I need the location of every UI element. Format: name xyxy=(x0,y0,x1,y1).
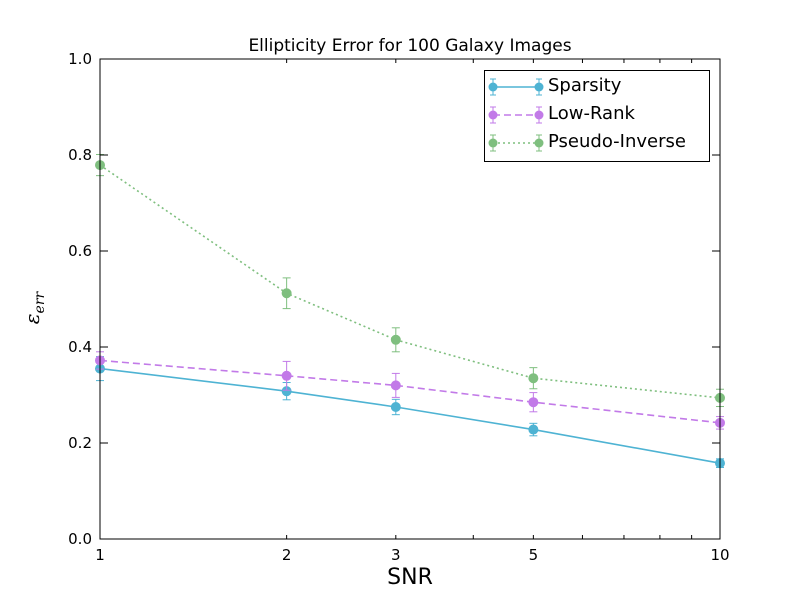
legend-swatch-pseudo-inverse xyxy=(488,134,544,152)
y-tick-label: 0.2 xyxy=(68,434,92,452)
legend-swatch-low-rank xyxy=(488,106,544,124)
y-tick-label: 0.6 xyxy=(68,242,92,260)
legend-label-sparsity: Sparsity xyxy=(548,75,622,96)
series-low-rank xyxy=(95,351,725,430)
data-point-pseudo-inverse xyxy=(390,334,401,345)
x-tick-label: 3 xyxy=(391,546,401,564)
plot-frame xyxy=(99,58,721,540)
data-point-low-rank xyxy=(281,370,292,381)
y-tick-label: 0.0 xyxy=(68,530,92,548)
legend-marker-sparsity xyxy=(534,82,544,92)
series-line-sparsity xyxy=(99,367,721,464)
legend-marker-sparsity xyxy=(488,82,498,92)
data-point-pseudo-inverse xyxy=(281,288,292,299)
x-tick-label: 10 xyxy=(710,546,729,564)
series-pseudo-inverse xyxy=(95,154,725,408)
y-tick-label: 1.0 xyxy=(68,50,92,68)
y-axis-label-main: ε xyxy=(20,313,44,325)
legend-item-sparsity: Sparsity xyxy=(485,73,709,101)
legend: Sparsity Low-Rank Pseudo-Inverse xyxy=(484,70,710,162)
y-axis-label-subscript: err xyxy=(32,291,48,314)
data-point-low-rank xyxy=(390,380,401,391)
x-tick-label: 5 xyxy=(529,546,539,564)
x-tick-label: 1 xyxy=(95,546,105,564)
y-tick-label: 0.4 xyxy=(68,338,92,356)
legend-item-pseudo-inverse: Pseudo-Inverse xyxy=(485,129,709,157)
y-axis-label: εerr xyxy=(20,292,48,325)
series-line-low-rank xyxy=(99,359,721,424)
legend-marker-pseudo-inverse xyxy=(534,138,544,148)
data-point-low-rank xyxy=(528,397,539,408)
x-tick-label: 2 xyxy=(282,546,292,564)
legend-marker-low-rank xyxy=(534,110,544,120)
data-point-pseudo-inverse xyxy=(528,373,539,384)
legend-swatch-sparsity xyxy=(488,78,544,96)
legend-label-low-rank: Low-Rank xyxy=(548,103,635,124)
y-tick-label: 0.8 xyxy=(68,146,92,164)
series-line-pseudo-inverse xyxy=(99,164,721,399)
chart-title: Ellipticity Error for 100 Galaxy Images xyxy=(248,36,572,56)
legend-item-low-rank: Low-Rank xyxy=(485,101,709,129)
x-axis-label: SNR xyxy=(387,565,433,590)
legend-label-pseudo-inverse: Pseudo-Inverse xyxy=(548,131,686,152)
legend-marker-low-rank xyxy=(488,110,498,120)
legend-marker-pseudo-inverse xyxy=(488,138,498,148)
data-point-sparsity xyxy=(528,424,539,435)
data-point-sparsity xyxy=(390,402,401,412)
